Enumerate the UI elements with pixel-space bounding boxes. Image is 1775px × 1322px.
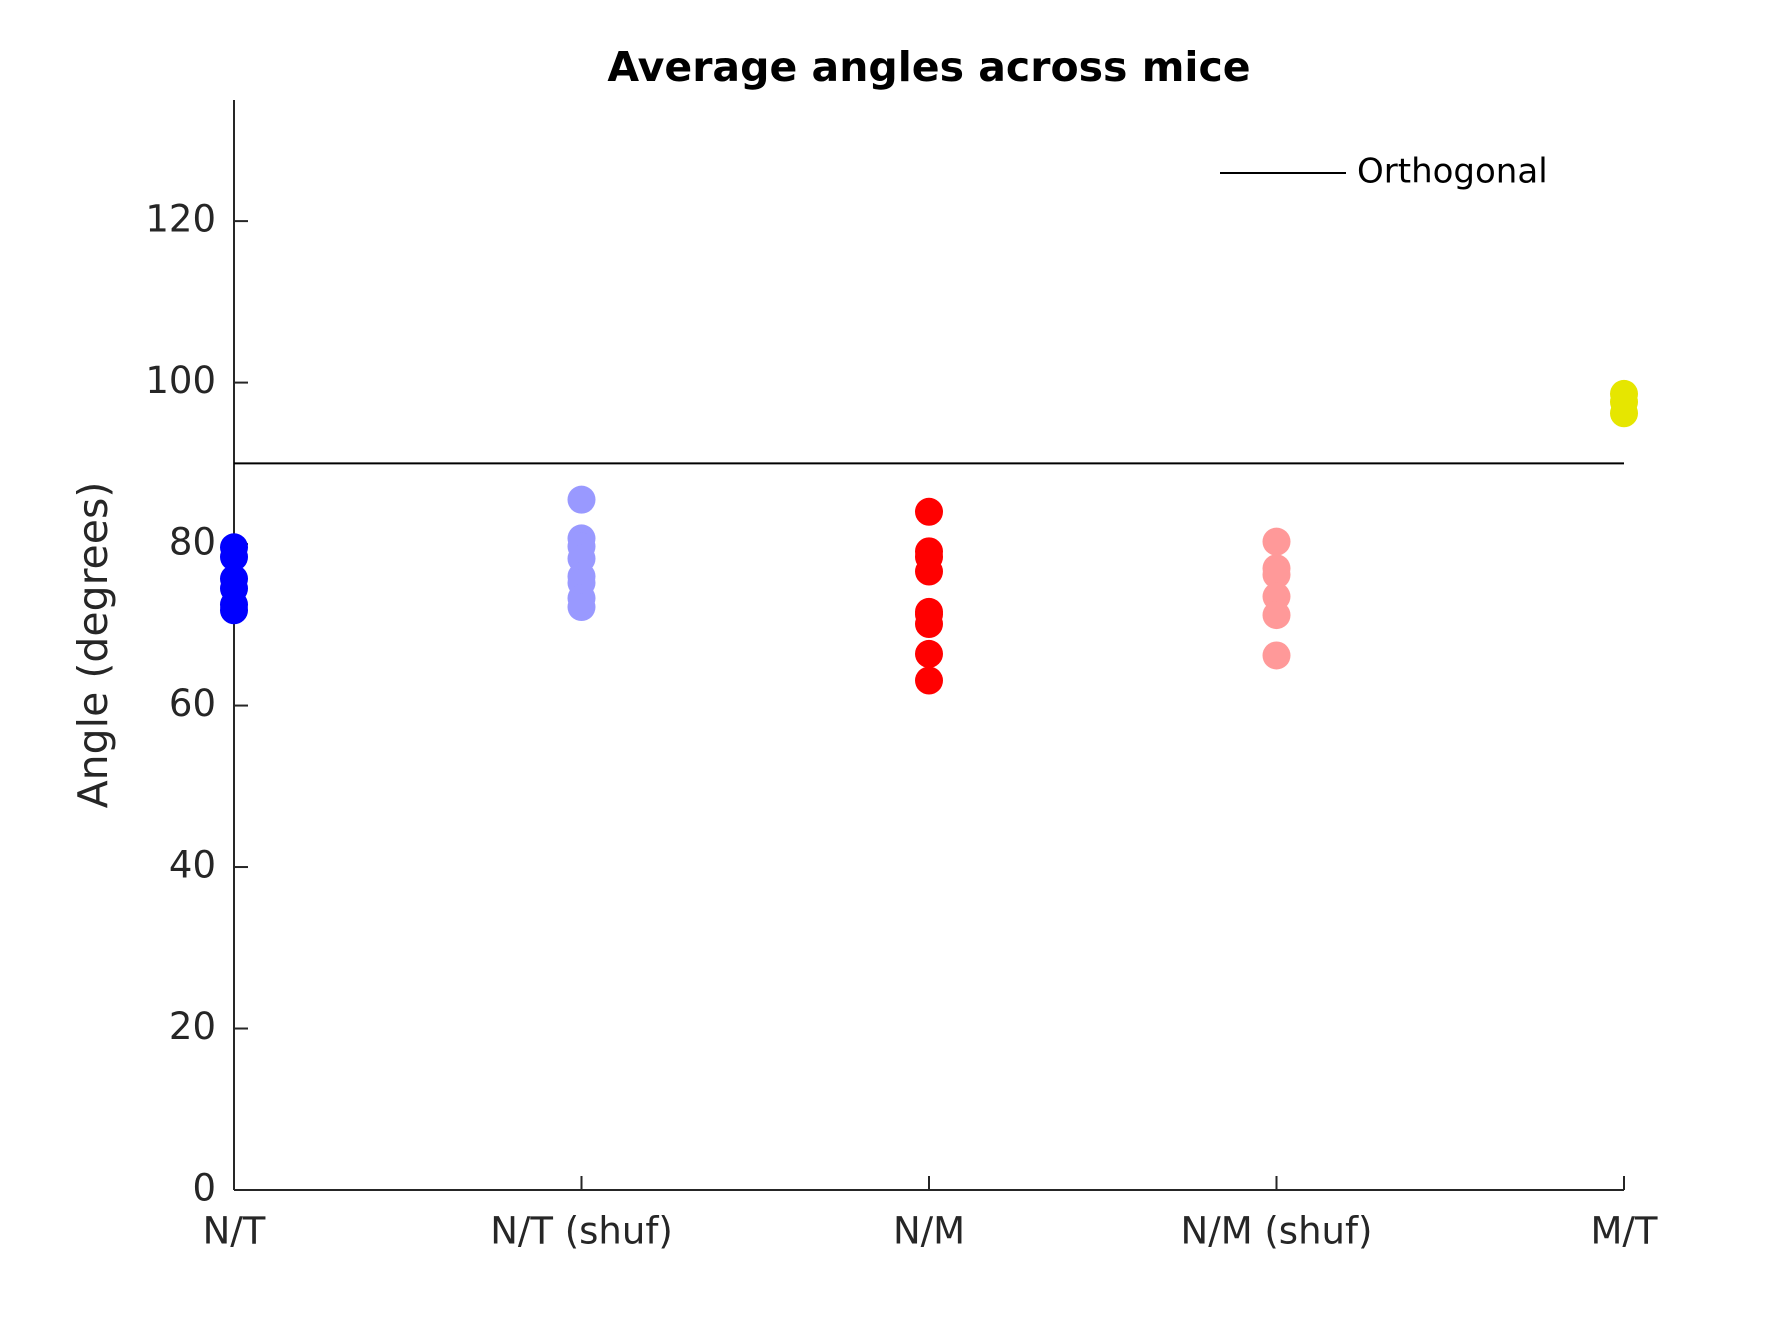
point (1262, 527, 1291, 556)
x-tick-label: N/M (shuf) (1181, 1210, 1373, 1253)
chart-title: Average angles across mice (607, 43, 1250, 91)
point (915, 557, 943, 586)
point (915, 497, 943, 526)
point (220, 542, 248, 571)
legend-label: Orthogonal (1357, 152, 1548, 192)
point (567, 485, 596, 514)
point (1262, 560, 1291, 589)
point (220, 596, 248, 625)
y-tick-label: 60 (169, 682, 216, 725)
point (915, 639, 943, 668)
point (915, 610, 943, 639)
x-tick-label: M/T (1591, 1210, 1658, 1253)
y-tick-label: 80 (169, 521, 216, 564)
y-axis-label: Angle (degrees) (69, 482, 117, 809)
y-tick-label: 0 (192, 1167, 216, 1210)
x-tick-label: N/T (shuf) (490, 1210, 673, 1253)
x-tick-label: N/M (893, 1210, 965, 1253)
y-tick-label: 20 (169, 1005, 216, 1048)
x-tick-label: N/T (203, 1210, 266, 1253)
point (915, 666, 943, 695)
y-tick-label: 120 (145, 198, 216, 241)
point (1262, 641, 1291, 670)
y-tick-label: 100 (145, 359, 216, 402)
point (567, 593, 596, 622)
y-tick-label: 40 (169, 844, 216, 887)
point (1262, 601, 1291, 630)
point (1610, 399, 1638, 428)
